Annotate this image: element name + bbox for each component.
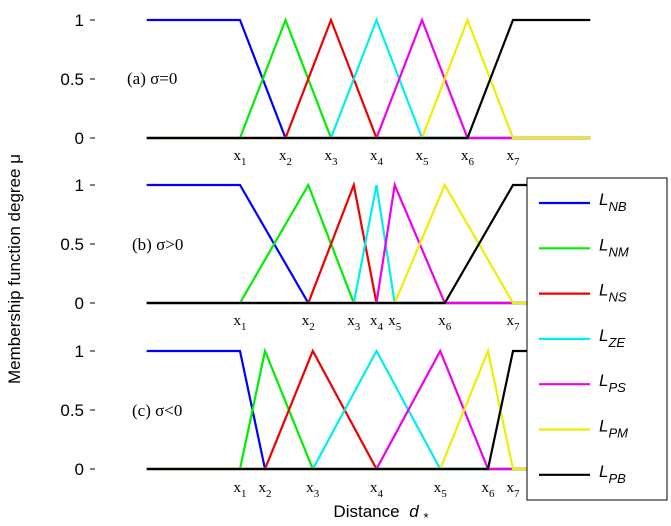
y-tick-label: 0 [75, 129, 84, 148]
panel-annotation: (b) σ>0 [132, 235, 183, 254]
x-tick-label: x7 [507, 313, 521, 333]
x-tick-label: x1 [234, 480, 247, 500]
series-line-ps [146, 348, 591, 471]
panel-annotation: (a) σ=0 [127, 69, 177, 88]
series-line-nb [146, 183, 591, 305]
x-tick-label: x3 [325, 148, 339, 168]
series-line-pm [146, 347, 591, 471]
x-tick-label: x5 [388, 313, 402, 333]
y-tick-label: 0.5 [60, 70, 84, 89]
y-tick-label: 0 [75, 460, 84, 479]
x-tick-label: x2 [302, 313, 315, 333]
x-tick-label: x4 [370, 313, 384, 333]
x-axis-label: Distance d * [333, 502, 428, 525]
legend-label-ns: LNS [599, 281, 627, 305]
x-axis-label-subscript: * [424, 510, 429, 525]
series-line-nm [146, 347, 591, 471]
legend-label-nm: LNM [599, 235, 629, 259]
x-tick-label: x7 [507, 148, 521, 168]
y-tick-label: 0.5 [60, 401, 84, 420]
x-tick-label: x7 [507, 480, 521, 500]
series-line-pb [146, 349, 591, 471]
y-tick-label: 0 [75, 294, 84, 313]
x-axis-label-text: Distance [333, 502, 399, 521]
y-tick-label: 1 [75, 11, 84, 30]
series-line-pm [146, 182, 591, 305]
legend-label-ze: LZE [599, 326, 625, 350]
legend-label-pm: LPM [599, 417, 628, 441]
x-tick-label: x1 [234, 148, 247, 168]
series-line-ns [146, 181, 591, 305]
x-tick-label: x4 [370, 148, 384, 168]
y-tick-label: 1 [75, 342, 84, 361]
series-line-nb [146, 349, 591, 471]
series-line-ze [146, 184, 591, 305]
legend-label-ps: LPS [599, 371, 626, 395]
panel-annotation: (c) σ<0 [132, 401, 182, 420]
x-tick-label: x6 [438, 313, 452, 333]
y-tick-label: 0.5 [60, 235, 84, 254]
x-tick-label: x4 [370, 480, 384, 500]
series-line-ze [146, 348, 591, 471]
x-tick-label: x2 [279, 148, 292, 168]
x-tick-label: x5 [434, 480, 448, 500]
x-tick-label: x2 [259, 480, 272, 500]
series-line-ns [146, 348, 591, 471]
x-tick-label: x5 [416, 148, 430, 168]
x-axis-label-symbol: d [409, 502, 419, 521]
x-tick-label: x3 [306, 480, 320, 500]
panel-1: 0 0.5 1 x1 x2 x3 x4 x5 x6 x7 (a) σ=0 [60, 11, 591, 168]
x-tick-label: x6 [461, 148, 475, 168]
x-tick-label: x6 [481, 480, 495, 500]
x-tick-label: x1 [234, 313, 247, 333]
panel-3: 0 0.5 1 x1 x2 x3 x4 x5 x6 x7 (c) σ<0 [60, 342, 591, 500]
series-line-nm [146, 182, 591, 305]
panel-2: 0 0.5 1 x1 x2 x3 x4 x5 x6 x7 (b) σ>0 [60, 176, 591, 333]
legend-label-nb: LNB [599, 190, 627, 214]
series-line-pb [146, 183, 591, 305]
y-axis-label: Membership function degree μ [5, 154, 24, 384]
x-tick-label: x3 [347, 313, 361, 333]
y-tick-label: 1 [75, 176, 84, 195]
series-line-pb [146, 18, 591, 140]
legend-label-pb: LPB [599, 462, 626, 486]
series-line-ps [146, 181, 591, 305]
